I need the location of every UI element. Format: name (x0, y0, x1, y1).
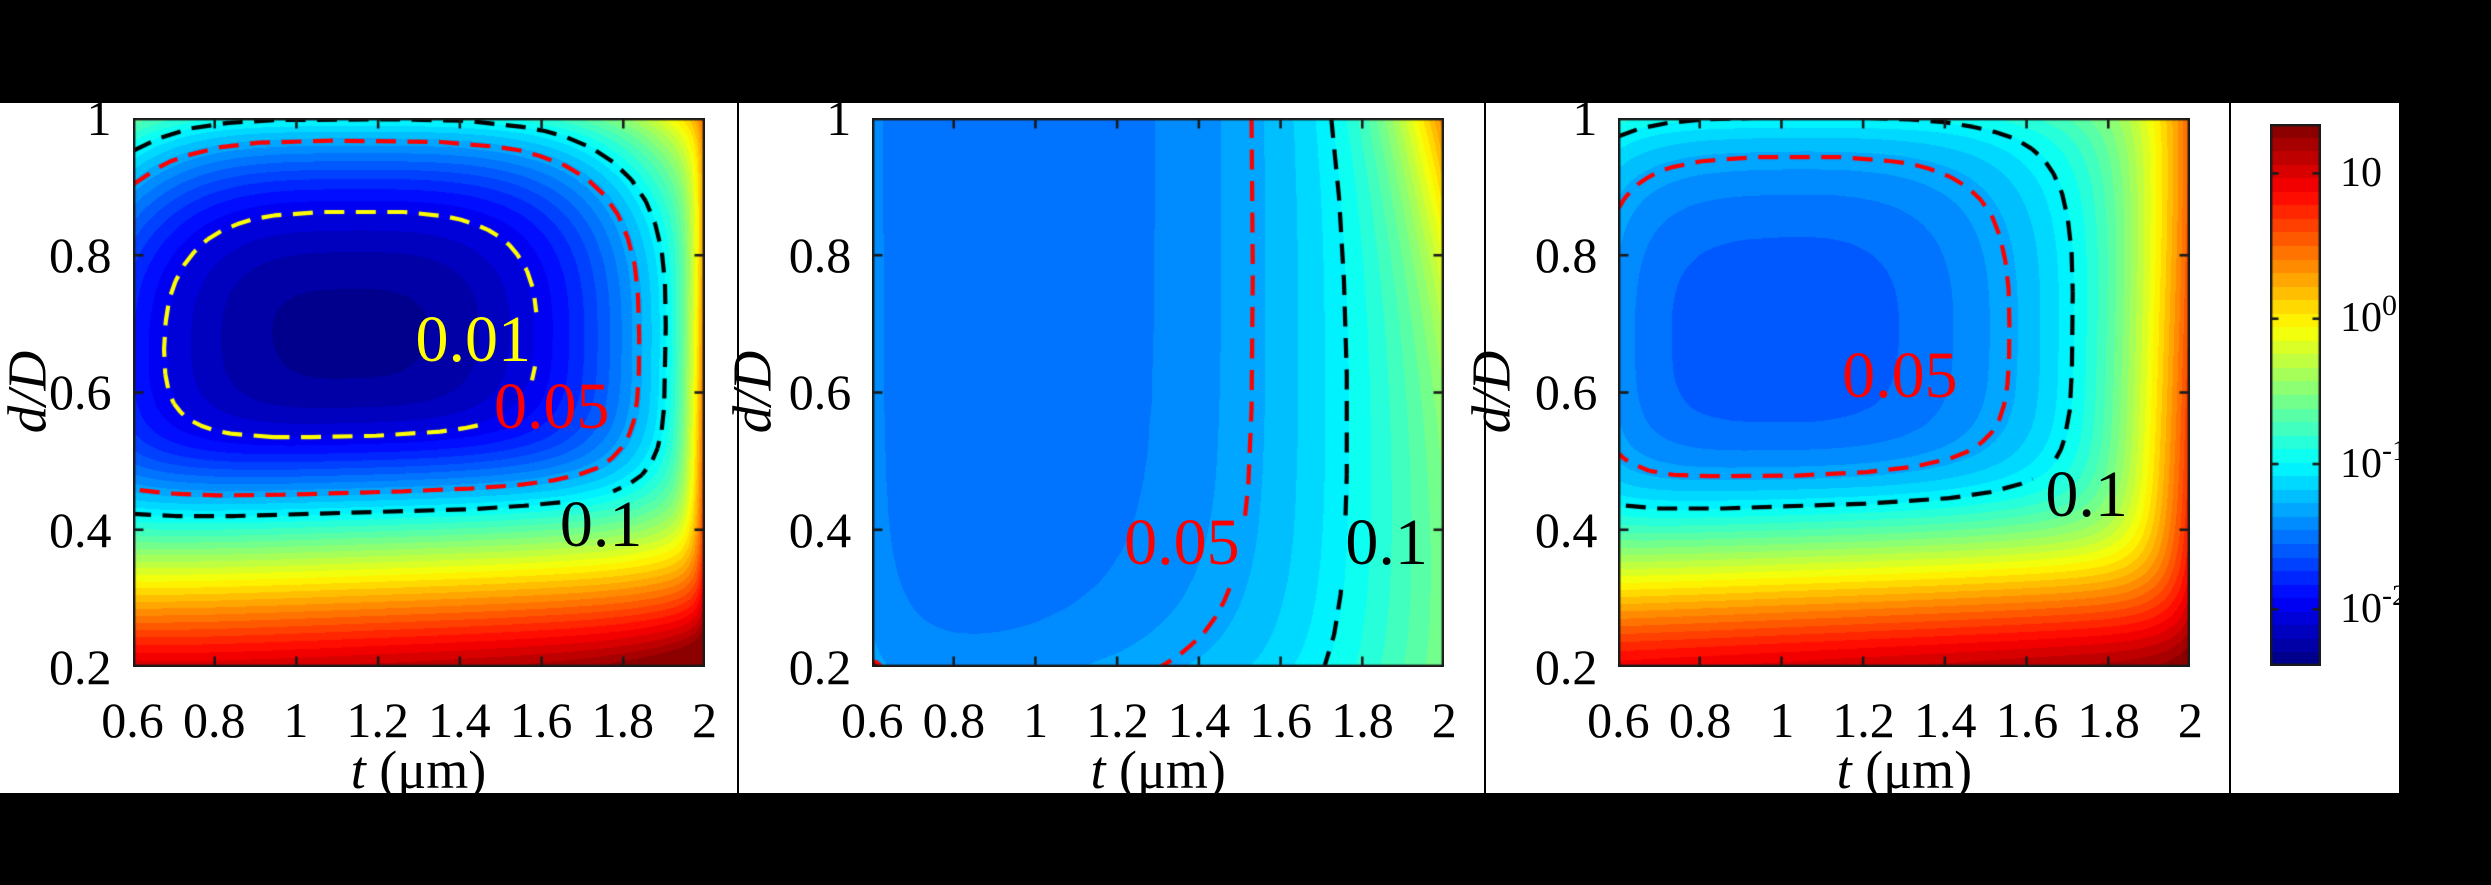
x-tick-label: 1.6 (1249, 691, 1313, 748)
y-tick-label: 0.4 (788, 501, 852, 558)
panel-1-contour-label: 0.1 (559, 488, 643, 562)
y-tick-label: 0.8 (1534, 227, 1598, 284)
panel-2-contour-label: 0.05 (1124, 505, 1240, 579)
panel-1-contour-label: 0.01 (415, 303, 531, 377)
y-tick-label: 0.2 (1534, 638, 1598, 695)
x-tick-label: 0.6 (1587, 691, 1650, 748)
y-tick-label: 0.4 (49, 501, 112, 558)
x-tick-label: 1.2 (346, 691, 409, 748)
y-tick-label: 0.2 (49, 638, 112, 695)
x-tick-label: 0.6 (840, 691, 904, 748)
x-tick-label: 1.8 (1331, 691, 1394, 748)
panel-1-contour-label: 0.05 (493, 369, 610, 443)
x-axis-label: t (μm) (1090, 739, 1225, 801)
x-tick-label: 2 (1431, 691, 1457, 748)
y-axis-label: d/D (721, 351, 783, 434)
colorbar-tick-exponent: -2 (2382, 579, 2407, 613)
y-tick-label: 0.6 (1534, 364, 1598, 421)
y-tick-label: 0.2 (788, 638, 852, 695)
x-tick-label: 0.8 (922, 691, 986, 748)
y-tick-label: 0.6 (788, 364, 852, 421)
colorbar-tick-exponent: 0 (2382, 288, 2397, 322)
x-tick-label: 1 (1769, 691, 1795, 748)
x-tick-label: 1 (283, 691, 309, 748)
y-tick-label: 0.8 (49, 227, 112, 284)
x-tick-label: 1.6 (1995, 691, 2059, 748)
colorbar-tick-exponent: -1 (2382, 434, 2407, 468)
x-axis-label-unit: (μm) (1851, 740, 1973, 800)
x-tick-label: 1.2 (1086, 691, 1149, 748)
colorbar-tick-base: 10 (2340, 295, 2382, 342)
x-axis-label: t (μm) (351, 739, 486, 801)
panel-1-heatmap (132, 117, 705, 667)
x-tick-label: 1 (1023, 691, 1049, 748)
colorbar-tick-base: 10 (2340, 440, 2382, 487)
x-tick-label: 1.8 (591, 691, 655, 748)
x-tick-label: 2 (2177, 691, 2203, 748)
y-axis-label: d/D (0, 351, 58, 434)
y-tick-label: 0.8 (788, 227, 852, 284)
x-tick-label: 1.2 (1832, 691, 1895, 748)
x-tick-label: 2 (692, 691, 717, 748)
x-tick-label: 1.6 (509, 691, 573, 748)
x-axis-label-unit: (μm) (365, 740, 487, 800)
colorbar-tick-label: 10-1 (2340, 436, 2407, 488)
panel-3-contour-label: 0.1 (2045, 457, 2128, 531)
x-tick-label: 0.8 (182, 691, 246, 748)
colorbar-tick-base: 10 (2340, 585, 2382, 632)
panel-separator-2 (1484, 103, 1487, 793)
x-tick-label: 1.4 (1914, 691, 1977, 748)
x-axis-label-variable: t (350, 740, 366, 800)
colorbar-gradient (2270, 123, 2322, 666)
x-tick-label: 0.8 (1668, 691, 1732, 748)
panel-separator-1 (736, 103, 739, 793)
colorbar-tick-label: 100 (2340, 290, 2397, 342)
panel-3-heatmap (1618, 117, 2191, 667)
x-tick-label: 1.4 (1167, 691, 1231, 748)
colorbar-tick-label: 10 (2340, 149, 2382, 197)
y-axis-label: d/D (1460, 351, 1522, 434)
panel-2-contour-label: 0.1 (1345, 505, 1428, 579)
x-axis-label-variable: t (1090, 740, 1106, 800)
y-tick-label: 1 (826, 89, 852, 146)
y-tick-label: 0.6 (49, 364, 112, 421)
y-tick-label: 1 (86, 89, 112, 146)
colorbar-tick-label: 10-2 (2340, 581, 2407, 633)
panel-2-heatmap (872, 117, 1445, 667)
panel-separator-3 (2229, 103, 2232, 793)
colorbar-tick-base: 10 (2340, 149, 2382, 196)
x-tick-label: 1.4 (428, 691, 491, 748)
x-tick-label: 0.6 (101, 691, 164, 748)
x-axis-label-variable: t (1836, 740, 1852, 800)
y-tick-label: 1 (1572, 89, 1598, 146)
y-tick-label: 0.4 (1534, 501, 1598, 558)
panel-3-contour-label: 0.05 (1842, 338, 1958, 412)
x-tick-label: 1.8 (2077, 691, 2140, 748)
x-axis-label-unit: (μm) (1105, 740, 1226, 800)
x-axis-label: t (μm) (1837, 739, 1972, 801)
